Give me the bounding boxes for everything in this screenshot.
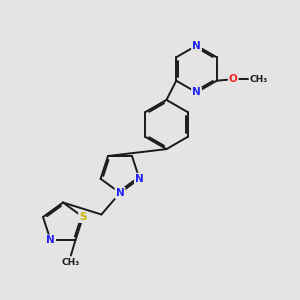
- Text: N: N: [192, 40, 201, 51]
- Text: N: N: [46, 236, 55, 245]
- Text: CH₃: CH₃: [249, 75, 267, 84]
- Text: N: N: [192, 87, 201, 98]
- Text: CH₃: CH₃: [62, 259, 80, 268]
- Text: O: O: [229, 74, 238, 84]
- Text: N: N: [116, 188, 124, 198]
- Text: N: N: [135, 174, 144, 184]
- Text: S: S: [79, 212, 87, 222]
